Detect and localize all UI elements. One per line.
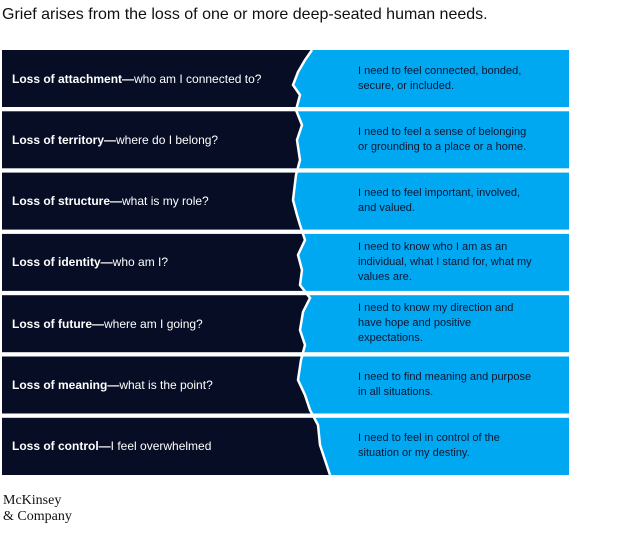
loss-label: Loss of meaning—what is the point? — [12, 357, 292, 414]
loss-label: Loss of future—where am I going? — [12, 295, 292, 352]
need-label: I need to find meaning and purpose in al… — [358, 357, 533, 414]
need-text: I need to feel important, involved, and … — [358, 187, 521, 215]
need-text: I need to feel connected, bonded, secure… — [358, 64, 522, 92]
loss-question: I feel overwhelmed — [110, 439, 212, 454]
loss-label: Loss of structure—what is my role? — [12, 173, 292, 230]
loss-text: Loss of attachment—who am I connected to… — [12, 72, 261, 86]
need-text: I need to feel in control of the situati… — [358, 432, 500, 460]
loss-label: Loss of territory—where do I belong? — [12, 111, 292, 168]
loss-text: Loss of control—I feel overwhelmed — [12, 439, 211, 453]
loss-question: who am I connected to? — [134, 71, 262, 86]
title: Grief arises from the loss of one or mor… — [2, 6, 488, 23]
row-gap — [0, 229, 572, 234]
loss-label: Loss of attachment—who am I connected to… — [12, 50, 292, 107]
loss-question: where do I belong? — [116, 132, 219, 147]
torn-edge — [291, 49, 332, 476]
loss-question: who am I? — [112, 255, 169, 270]
row-gap — [0, 290, 572, 296]
loss-question: what is the point? — [119, 378, 213, 392]
need-label: I need to feel a sense of belonging or g… — [358, 111, 533, 168]
loss-label: Loss of control—I feel overwhelmed — [12, 418, 292, 475]
row-gap — [0, 352, 572, 357]
loss-name: Loss of future— — [12, 316, 104, 331]
row-gaps — [0, 107, 572, 418]
loss-text: Loss of meaning—what is the point? — [12, 378, 213, 392]
row-gap — [0, 107, 572, 112]
loss-text: Loss of structure—what is my role? — [12, 194, 209, 208]
logo: McKinsey & Company — [3, 493, 72, 525]
loss-name: Loss of attachment— — [12, 71, 135, 86]
loss-label: Loss of identity—who am I? — [12, 234, 292, 291]
logo-line: McKinsey — [3, 493, 62, 508]
loss-name: Loss of identity— — [12, 255, 113, 270]
loss-text: Loss of identity—who am I? — [12, 255, 168, 269]
logo-line: & Company — [3, 509, 72, 524]
need-text: I need to feel a sense of belonging or g… — [358, 125, 527, 153]
need-label: I need to know my direction and have hop… — [358, 295, 533, 352]
need-label: I need to feel in control of the situati… — [358, 418, 533, 475]
need-label: I need to feel important, involved, and … — [358, 173, 533, 230]
loss-question: where am I going? — [104, 316, 203, 331]
blue-panel — [293, 50, 569, 475]
loss-name: Loss of structure— — [12, 194, 123, 209]
row-gap — [0, 168, 572, 173]
loss-name: Loss of territory— — [12, 132, 117, 147]
loss-text: Loss of future—where am I going? — [12, 317, 203, 331]
row-gap — [0, 413, 572, 418]
need-label: I need to know who I am as an individual… — [358, 234, 533, 291]
need-text: I need to know who I am as an individual… — [358, 240, 532, 283]
loss-question: what is my role? — [122, 194, 209, 209]
need-text: I need to know my direction and have hop… — [358, 302, 514, 345]
loss-text: Loss of territory—where do I belong? — [12, 133, 218, 147]
loss-name: Loss of meaning— — [12, 378, 120, 392]
loss-name: Loss of control— — [12, 439, 111, 454]
need-label: I need to feel connected, bonded, secure… — [358, 50, 533, 107]
need-text: I need to find meaning and purpose in al… — [358, 371, 532, 398]
